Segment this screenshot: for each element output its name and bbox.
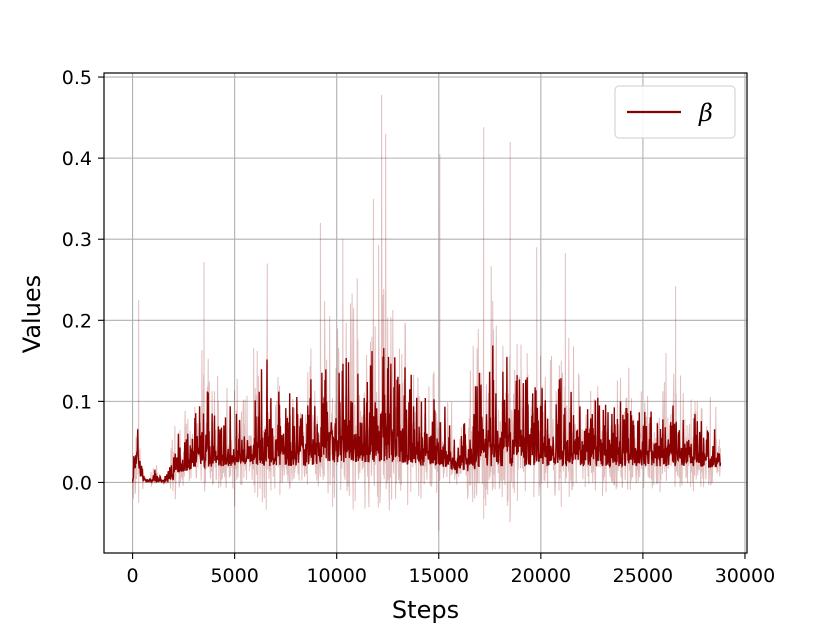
x-tick-label: 5000 (210, 565, 258, 587)
legend: β (614, 85, 736, 139)
x-tick-label: 25000 (613, 565, 673, 587)
plot-frame (103, 72, 748, 554)
x-tick-label: 30000 (715, 565, 775, 587)
y-tick-label: 0.2 (62, 310, 92, 332)
y-axis-ticks: 0.0 0.1 0.2 0.3 0.4 0.5 (62, 67, 104, 494)
x-axis-ticks: 0 5000 10000 15000 20000 25000 30000 (127, 553, 775, 587)
y-tick-label: 0.1 (62, 391, 92, 413)
y-tick-label: 0.5 (62, 67, 92, 89)
y-tick-label: 0.3 (62, 229, 92, 251)
legend-label-beta: β (698, 99, 713, 127)
beta-line-path (131, 345, 722, 485)
y-tick-label: 0.4 (62, 148, 92, 170)
x-axis-label: Steps (392, 596, 459, 623)
x-tick-label: 10000 (306, 565, 366, 587)
x-tick-label: 0 (127, 565, 139, 587)
y-tick-label: 0.0 (62, 472, 92, 494)
y-axis-label: Values (18, 275, 46, 353)
grid-lines (104, 73, 747, 553)
series-beta-line (131, 345, 722, 485)
x-tick-label: 15000 (409, 565, 469, 587)
x-tick-label: 20000 (511, 565, 571, 587)
